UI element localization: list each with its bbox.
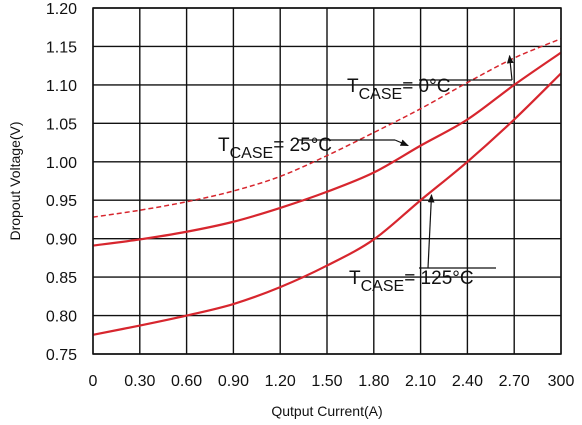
x-tick-label: 1.50 [311, 373, 342, 390]
y-tick-label: 0.85 [46, 270, 77, 287]
y-tick-label: 1.20 [46, 1, 77, 18]
x-tick-label: 0.60 [171, 373, 202, 390]
plot-frame [92, 7, 562, 355]
x-tick-label: 0.90 [218, 373, 249, 390]
x-axis-title: Qutput Current(A) [271, 403, 382, 419]
x-tick-label: 1.20 [265, 373, 296, 390]
x-tick-label: 300 [548, 373, 575, 390]
grid [92, 7, 562, 355]
y-tick-label: 0.95 [46, 193, 77, 210]
series-line-2 [92, 72, 562, 336]
x-tick-label: 2.70 [499, 373, 530, 390]
annotation-arrow [394, 139, 409, 147]
y-tick-label: 1.05 [46, 116, 77, 133]
y-tick-label: 1.15 [46, 39, 77, 56]
annotations: TCASE= 0°C TCASE= 25°C TCASE= 125°C [218, 54, 514, 295]
annotation-arrow [506, 54, 514, 81]
series-lines [92, 38, 562, 336]
annotation-label: TCASE= 25°C [218, 135, 332, 162]
x-tick-label: 1.80 [358, 373, 389, 390]
y-tick-label: 1.10 [46, 78, 77, 95]
y-tick-label: 1.00 [46, 155, 77, 172]
x-tick-label: 2.10 [405, 373, 436, 390]
y-tick-label: 0.75 [46, 347, 77, 364]
annotation-0: TCASE= 0°C [347, 54, 514, 103]
x-tick-label: 2.40 [452, 373, 483, 390]
annotation-2: TCASE= 125°C [349, 194, 496, 295]
tick-labels: 0 0.30 0.60 0.90 1.20 1.50 1.80 2.10 2.40 2.70 300… [46, 1, 575, 390]
series-line-0 [92, 38, 562, 218]
annotation-label: TCASE= 125°C [349, 268, 474, 295]
y-axis-title: Dropout Voltage(V) [7, 121, 23, 240]
annotation-label: TCASE= 0°C [347, 76, 450, 103]
x-tick-label: 0 [89, 373, 98, 390]
annotation-1: TCASE= 25°C [218, 135, 409, 162]
y-tick-label: 0.80 [46, 309, 77, 326]
series-line-1 [92, 51, 562, 247]
y-tick-label: 0.90 [46, 232, 77, 249]
x-tick-label: 0.30 [124, 373, 155, 390]
annotation-arrow [427, 194, 435, 269]
